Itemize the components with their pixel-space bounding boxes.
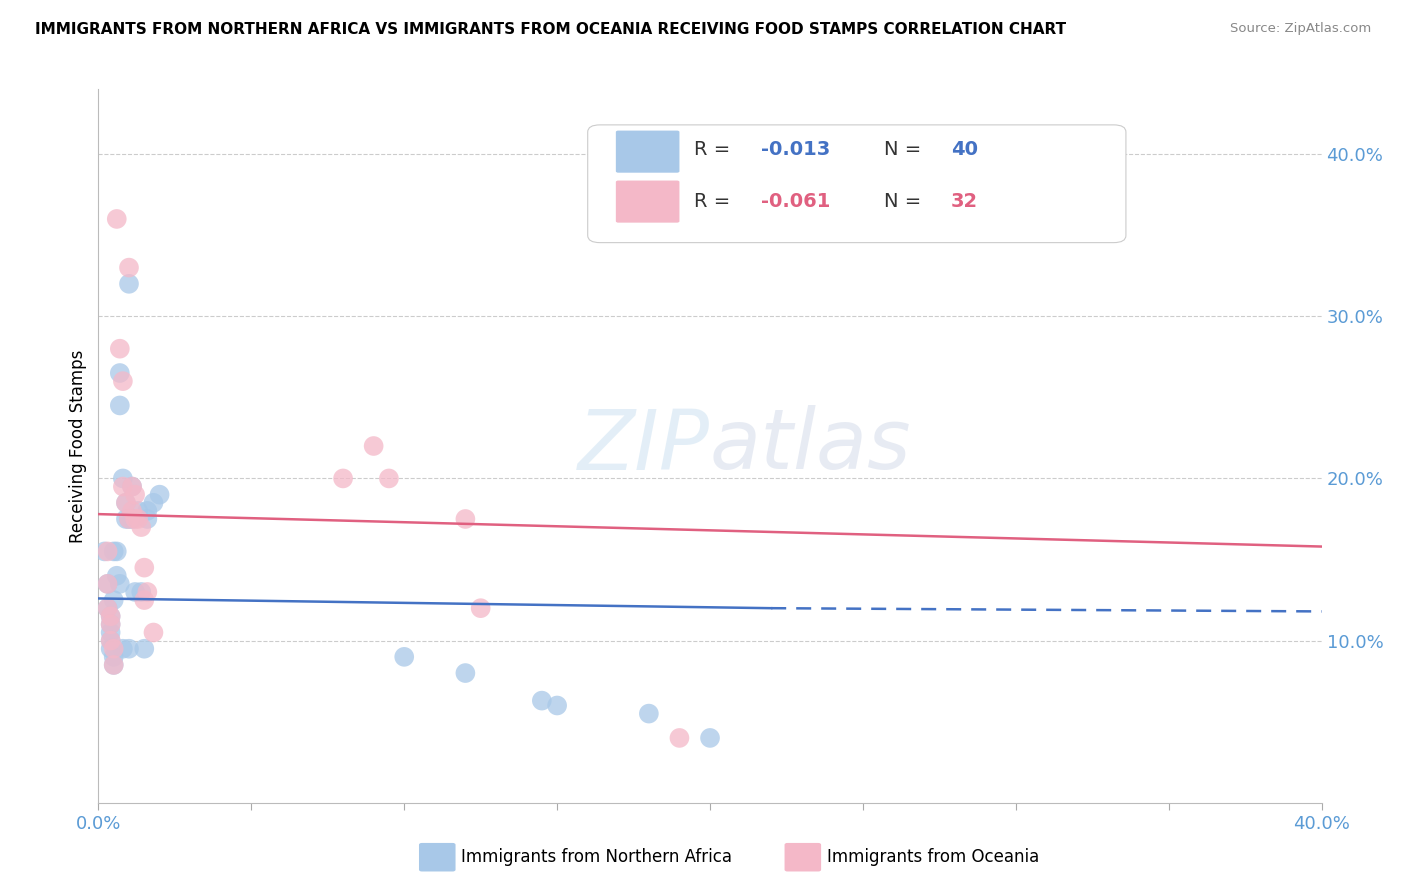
Text: 40: 40 <box>950 140 979 160</box>
Point <box>103 544 125 558</box>
Point <box>103 641 125 656</box>
Point <box>121 479 143 493</box>
Point <box>118 512 141 526</box>
Point <box>115 512 138 526</box>
Point <box>115 496 138 510</box>
Point <box>136 585 159 599</box>
Point <box>546 698 568 713</box>
Point <box>118 277 141 291</box>
Point <box>127 504 149 518</box>
Point <box>124 488 146 502</box>
Point <box>111 374 134 388</box>
Point <box>129 520 152 534</box>
Point <box>105 568 128 582</box>
Text: N =: N = <box>884 140 927 160</box>
Text: IMMIGRANTS FROM NORTHERN AFRICA VS IMMIGRANTS FROM OCEANIA RECEIVING FOOD STAMPS: IMMIGRANTS FROM NORTHERN AFRICA VS IMMIG… <box>35 22 1066 37</box>
Point <box>124 512 146 526</box>
Point <box>97 577 120 591</box>
Point <box>100 633 122 648</box>
Text: Source: ZipAtlas.com: Source: ZipAtlas.com <box>1230 22 1371 36</box>
Point <box>97 544 120 558</box>
Point <box>108 366 131 380</box>
Text: Immigrants from Oceania: Immigrants from Oceania <box>827 848 1039 866</box>
Point <box>134 641 156 656</box>
FancyBboxPatch shape <box>588 125 1126 243</box>
Y-axis label: Receiving Food Stamps: Receiving Food Stamps <box>69 350 87 542</box>
FancyBboxPatch shape <box>616 180 679 223</box>
Point <box>121 479 143 493</box>
Point <box>142 496 165 510</box>
Point <box>134 593 156 607</box>
Point <box>454 512 477 526</box>
Point <box>103 657 125 672</box>
Point <box>105 211 128 226</box>
Point <box>105 544 128 558</box>
Point <box>149 488 172 502</box>
Point <box>699 731 721 745</box>
Point <box>97 601 120 615</box>
Text: R =: R = <box>695 140 737 160</box>
Point <box>134 560 156 574</box>
Point <box>103 593 125 607</box>
Point <box>100 625 122 640</box>
Point <box>108 342 131 356</box>
Point <box>142 625 165 640</box>
Point <box>111 479 134 493</box>
Text: -0.013: -0.013 <box>762 140 831 160</box>
Point <box>668 731 690 745</box>
Point <box>100 633 122 648</box>
Point <box>136 512 159 526</box>
Text: 32: 32 <box>950 193 979 211</box>
Point <box>115 496 138 510</box>
Point <box>100 641 122 656</box>
Point <box>108 577 131 591</box>
Point <box>124 585 146 599</box>
Text: ZIP: ZIP <box>578 406 710 486</box>
Point <box>100 609 122 624</box>
Point <box>97 577 120 591</box>
Point <box>118 641 141 656</box>
FancyBboxPatch shape <box>616 130 679 173</box>
Point <box>103 649 125 664</box>
Text: N =: N = <box>884 193 927 211</box>
Point <box>111 471 134 485</box>
Point <box>470 601 492 615</box>
Point <box>136 504 159 518</box>
Point <box>103 657 125 672</box>
Point <box>111 641 134 656</box>
Text: -0.061: -0.061 <box>762 193 831 211</box>
Point <box>108 399 131 413</box>
Point <box>100 617 122 632</box>
Point <box>127 512 149 526</box>
Point <box>100 617 122 632</box>
Point <box>121 504 143 518</box>
Point <box>121 512 143 526</box>
Point <box>118 512 141 526</box>
Point <box>100 609 122 624</box>
Point <box>637 706 661 721</box>
Text: R =: R = <box>695 193 737 211</box>
Text: Immigrants from Northern Africa: Immigrants from Northern Africa <box>461 848 733 866</box>
Point <box>530 693 553 707</box>
Text: atlas: atlas <box>710 406 911 486</box>
Point <box>129 585 152 599</box>
Point <box>97 601 120 615</box>
Point <box>118 260 141 275</box>
Point <box>93 544 115 558</box>
Point <box>392 649 416 664</box>
Point <box>363 439 385 453</box>
Point <box>332 471 354 485</box>
Point <box>378 471 401 485</box>
Point <box>454 666 477 681</box>
